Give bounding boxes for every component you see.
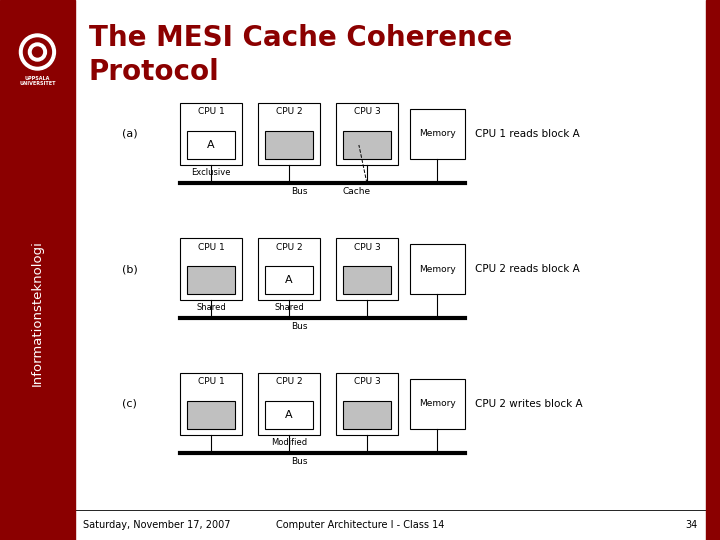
Bar	[410, 244, 465, 294]
Bar	[343, 266, 391, 294]
Circle shape	[29, 43, 46, 61]
Text: CPU 2: CPU 2	[276, 107, 302, 117]
Text: CPU 2 writes block A: CPU 2 writes block A	[475, 399, 582, 409]
Text: Bus: Bus	[291, 457, 307, 466]
Bar	[258, 238, 320, 300]
Text: CPU 3: CPU 3	[354, 377, 380, 387]
Text: A: A	[285, 275, 293, 285]
Text: CPU 2: CPU 2	[276, 377, 302, 387]
Bar	[343, 131, 391, 159]
Bar	[180, 103, 242, 165]
Bar	[336, 373, 398, 435]
Bar	[265, 131, 313, 159]
Text: CPU 3: CPU 3	[354, 107, 380, 117]
Bar	[258, 103, 320, 165]
Bar	[187, 131, 235, 159]
Text: Cache: Cache	[343, 187, 371, 196]
Text: Computer Architecture I - Class 14: Computer Architecture I - Class 14	[276, 520, 444, 530]
Text: Modified: Modified	[271, 438, 307, 447]
Text: Bus: Bus	[291, 187, 307, 196]
Text: Memory: Memory	[419, 130, 456, 138]
Text: A: A	[207, 140, 215, 150]
Circle shape	[32, 47, 42, 57]
Bar	[180, 373, 242, 435]
Text: (a): (a)	[122, 129, 138, 139]
Text: CPU 1: CPU 1	[197, 242, 224, 252]
Text: UPPSALA: UPPSALA	[24, 76, 50, 81]
Text: UNIVERSITET: UNIVERSITET	[19, 81, 55, 86]
Text: The MESI Cache Coherence: The MESI Cache Coherence	[89, 24, 512, 52]
Text: CPU 2 reads block A: CPU 2 reads block A	[475, 264, 580, 274]
Text: Bus: Bus	[291, 322, 307, 331]
Text: Memory: Memory	[419, 400, 456, 408]
Text: CPU 2: CPU 2	[276, 242, 302, 252]
Bar	[410, 379, 465, 429]
Text: CPU 1: CPU 1	[197, 107, 224, 117]
Text: Protocol: Protocol	[89, 58, 220, 86]
Bar	[258, 373, 320, 435]
Text: Shared: Shared	[274, 303, 304, 312]
Text: A: A	[285, 410, 293, 420]
Circle shape	[24, 38, 51, 66]
Text: CPU 3: CPU 3	[354, 242, 380, 252]
Bar	[343, 401, 391, 429]
Text: (b): (b)	[122, 264, 138, 274]
Bar	[180, 238, 242, 300]
Text: 34: 34	[685, 520, 698, 530]
Bar	[0, 0, 75, 540]
Text: Saturday, November 17, 2007: Saturday, November 17, 2007	[83, 520, 230, 530]
Bar	[410, 109, 465, 159]
Bar	[336, 103, 398, 165]
Text: CPU 1: CPU 1	[197, 377, 224, 387]
Circle shape	[19, 34, 55, 70]
Bar	[706, 0, 720, 540]
Bar	[336, 238, 398, 300]
Text: Shared: Shared	[196, 303, 226, 312]
Bar	[187, 401, 235, 429]
Bar	[265, 401, 313, 429]
Text: Informationsteknologi: Informationsteknologi	[31, 240, 44, 386]
Text: Exclusive: Exclusive	[191, 168, 230, 177]
Text: CPU 1 reads block A: CPU 1 reads block A	[475, 129, 580, 139]
Text: (c): (c)	[122, 399, 138, 409]
Bar	[187, 266, 235, 294]
Text: Memory: Memory	[419, 265, 456, 273]
Bar	[265, 266, 313, 294]
